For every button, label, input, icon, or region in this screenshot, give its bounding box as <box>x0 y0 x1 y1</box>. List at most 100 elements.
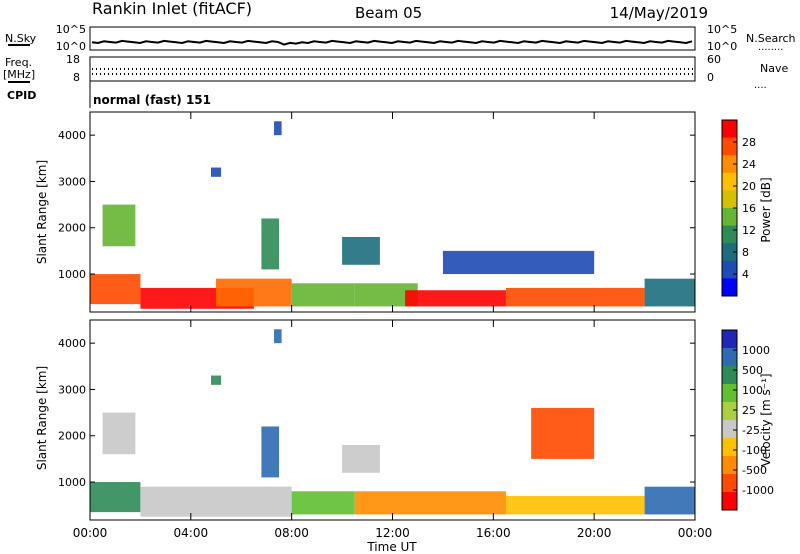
power-echo-region-3 <box>291 283 355 307</box>
power-colorbar-tick-label: 12 <box>742 224 756 237</box>
velocity-colorbar-frame <box>721 329 738 511</box>
noise-trace <box>91 39 693 46</box>
power-echo-region-11 <box>442 250 595 275</box>
power-colorbar-tick-label: 4 <box>742 268 749 281</box>
power-colorbar-segment <box>722 260 737 279</box>
noise-right-tick-bottom: 10^0 <box>707 40 737 53</box>
velocity-colorbar-tick-label: 25 <box>742 404 756 417</box>
power-echo-region-10 <box>342 237 380 265</box>
noise-panel-frame <box>89 26 696 51</box>
power-colorbar-segment <box>722 225 737 244</box>
noise-right-tick-top: 10^5 <box>707 23 737 36</box>
x-tick-label: 00:00 <box>678 526 713 540</box>
velocity-y-tick-label: 4000 <box>58 337 86 350</box>
power-echo-region-4 <box>354 283 418 307</box>
power-y-tick-label: 3000 <box>58 175 86 188</box>
power-y-tick-label: 4000 <box>58 129 86 142</box>
cpid-mode: normal (fast) 151 <box>93 93 211 107</box>
velocity-colorbar-segment <box>722 330 737 349</box>
noise-right-symbol: ........ <box>758 42 783 53</box>
power-panel: 1000 2000 3000 4000 <box>58 111 696 313</box>
power-colorbar-segment <box>722 155 737 174</box>
velocity-echo-region-3 <box>354 491 506 515</box>
power-colorbar-tick-label: 28 <box>742 136 756 149</box>
x-tick-label: 04:00 <box>174 526 209 540</box>
power-colorbar-segment <box>722 208 737 227</box>
velocity-colorbar-segment <box>722 348 737 367</box>
x-axis-label: Time UT <box>366 540 417 554</box>
x-tick-label: 08:00 <box>274 526 309 540</box>
velocity-colorbar-segment <box>722 438 737 457</box>
power-colorbar-tick-label: 16 <box>742 202 756 215</box>
power-colorbar-tick-label: 20 <box>742 180 756 193</box>
beam-label: Beam 05 <box>355 4 422 22</box>
velocity-ylabel: Slant Range [km] <box>35 366 49 470</box>
power-echo-region-6 <box>505 287 645 307</box>
power-colorbar-segment <box>722 120 737 139</box>
velocity-colorbar-segment <box>722 492 737 511</box>
velocity-echo-region-2 <box>291 491 355 515</box>
velocity-echo-region-9 <box>531 407 595 459</box>
velocity-colorbar-segment <box>722 474 737 493</box>
nave-right-label: Nave <box>760 62 788 75</box>
cpid-label: CPID <box>7 89 36 102</box>
velocity-colorbar-tick-label: -500 <box>742 464 767 477</box>
power-ylabel: Slant Range [km] <box>35 160 49 264</box>
power-colorbar-segment <box>722 172 737 191</box>
velocity-y-tick-label: 3000 <box>58 383 86 396</box>
noise-left-tick-bottom: 10^0 <box>56 40 86 53</box>
noise-left-label: N.Sky <box>5 32 37 45</box>
velocity-colorbar-tick-label: -100 <box>742 444 767 457</box>
power-echo-region-2 <box>216 278 292 307</box>
power-colorbar-tick-label: 8 <box>742 246 749 259</box>
velocity-panel: 1000 2000 3000 4000 <box>58 319 696 521</box>
velocity-echo-region-7 <box>261 426 280 478</box>
date-label: 14/May/2019 <box>610 4 708 22</box>
power-echo-region-5 <box>405 290 506 307</box>
velocity-colorbar-segment <box>722 456 737 475</box>
velocity-colorbar-segment <box>722 420 737 439</box>
velocity-echo-region-10 <box>211 375 222 385</box>
velocity-echo-region-4 <box>505 495 645 515</box>
velocity-colorbar-segment <box>722 366 737 385</box>
velocity-echo-region-0 <box>90 482 141 513</box>
velocity-colorbar-tick-label: 100 <box>742 384 763 397</box>
power-echo-region-7 <box>644 278 695 307</box>
power-echo-region-12 <box>211 167 222 177</box>
power-echo-region-9 <box>261 218 280 270</box>
power-colorbar: 28 24 20 16 12 8 4 <box>721 119 756 297</box>
velocity-colorbar-segment <box>722 384 737 403</box>
power-y-tick-label: 1000 <box>58 268 86 281</box>
velocity-colorbar-segment <box>722 402 737 421</box>
freq-right-tick-top: 60 <box>707 53 721 66</box>
velocity-echo-region-11 <box>274 329 282 344</box>
x-tick-label: 20:00 <box>577 526 612 540</box>
velocity-echo-region-5 <box>644 486 695 515</box>
power-echo-region-0 <box>90 274 141 305</box>
noise-right-label: N.Search <box>746 32 796 45</box>
velocity-y-tick-label: 2000 <box>58 430 86 443</box>
power-y-tick-label: 2000 <box>58 222 86 235</box>
power-colorbar-segment <box>722 137 737 156</box>
power-colorbar-segment <box>722 190 737 209</box>
x-tick-label: 12:00 <box>375 526 410 540</box>
velocity-echo-region-8 <box>342 445 380 473</box>
freq-right-tick-bottom: 0 <box>707 71 714 84</box>
power-echo-region-8 <box>102 204 136 247</box>
velocity-colorbar: 1000 500 100 25 -25 -100 -500 -1000 <box>721 329 774 511</box>
station-title: Rankin Inlet (fitACF) <box>92 0 252 18</box>
nave-right-symbol: .... <box>754 80 767 91</box>
freq-panel-frame <box>89 56 696 82</box>
power-panel-frame <box>89 111 696 313</box>
x-tick-label: 16:00 <box>476 526 511 540</box>
velocity-colorbar-tick-label: 500 <box>742 364 763 377</box>
freq-left-label-1: Freq. <box>5 56 32 69</box>
freq-left-tick-bottom: 8 <box>73 71 80 84</box>
freq-left-tick-top: 18 <box>66 53 80 66</box>
velocity-echo-region-6 <box>102 412 136 455</box>
velocity-colorbar-tick-label: -25 <box>742 424 760 437</box>
power-colorbar-segment <box>722 243 737 262</box>
velocity-colorbar-tick-label: -1000 <box>742 484 774 497</box>
power-colorbar-segment <box>722 278 737 297</box>
